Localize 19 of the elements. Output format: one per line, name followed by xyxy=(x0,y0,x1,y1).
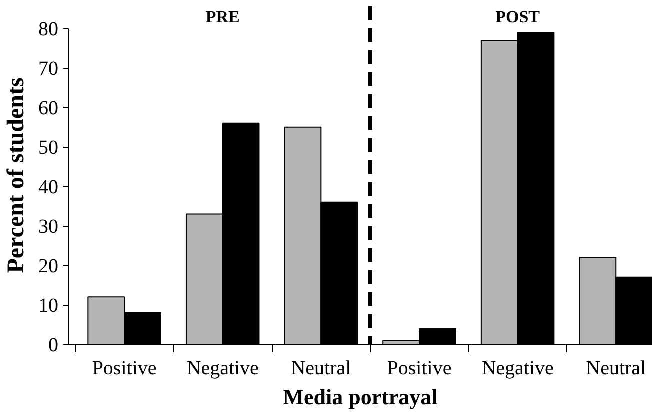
x-axis-title: Media portrayal xyxy=(283,384,438,410)
x-tick-label: Neutral xyxy=(586,358,647,380)
text: POST xyxy=(496,8,541,27)
y-tick-label: 80 xyxy=(38,18,58,41)
y-tick-label: 0 xyxy=(48,334,58,356)
text: PRE xyxy=(206,8,240,27)
y-tick-label: 10 xyxy=(38,295,58,318)
x-tick-label: Positive xyxy=(92,358,157,380)
y-tick-label: 40 xyxy=(38,176,58,199)
x-tick-label: Positive xyxy=(387,358,452,380)
x-tick-label: Negative xyxy=(186,358,260,380)
y-tick-label: 70 xyxy=(38,58,58,80)
y-tick-label: 60 xyxy=(38,98,58,120)
x-tick-label: Neutral xyxy=(291,358,352,380)
y-tick-label: 50 xyxy=(38,137,58,160)
y-tick-label: 30 xyxy=(38,216,58,238)
y-axis-title: Percent of students xyxy=(4,78,30,274)
x-tick-label: Negative xyxy=(482,358,554,380)
y-tick-label: 20 xyxy=(38,256,58,278)
